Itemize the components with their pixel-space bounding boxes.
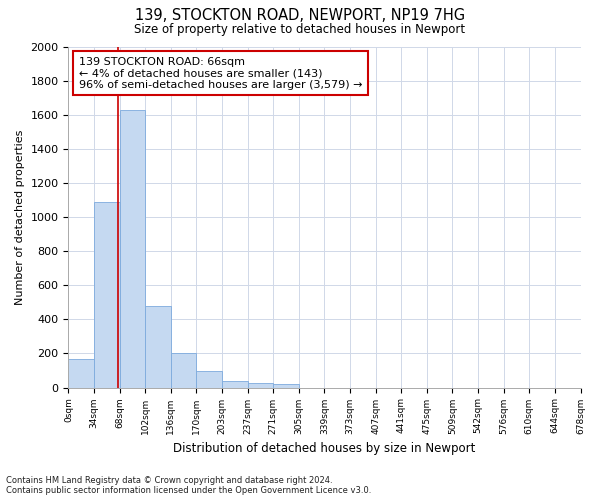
Y-axis label: Number of detached properties: Number of detached properties	[15, 130, 25, 304]
Text: Size of property relative to detached houses in Newport: Size of property relative to detached ho…	[134, 22, 466, 36]
Bar	[119, 110, 145, 388]
Bar	[94, 202, 119, 388]
Bar	[68, 360, 94, 388]
Bar	[145, 306, 171, 388]
Bar	[222, 380, 248, 388]
Bar	[248, 384, 273, 388]
Bar	[171, 354, 196, 388]
Bar	[196, 370, 222, 388]
Text: 139 STOCKTON ROAD: 66sqm
← 4% of detached houses are smaller (143)
96% of semi-d: 139 STOCKTON ROAD: 66sqm ← 4% of detache…	[79, 56, 362, 90]
Bar	[273, 384, 299, 388]
Text: Contains HM Land Registry data © Crown copyright and database right 2024.
Contai: Contains HM Land Registry data © Crown c…	[6, 476, 371, 495]
Text: 139, STOCKTON ROAD, NEWPORT, NP19 7HG: 139, STOCKTON ROAD, NEWPORT, NP19 7HG	[135, 8, 465, 22]
X-axis label: Distribution of detached houses by size in Newport: Distribution of detached houses by size …	[173, 442, 476, 455]
